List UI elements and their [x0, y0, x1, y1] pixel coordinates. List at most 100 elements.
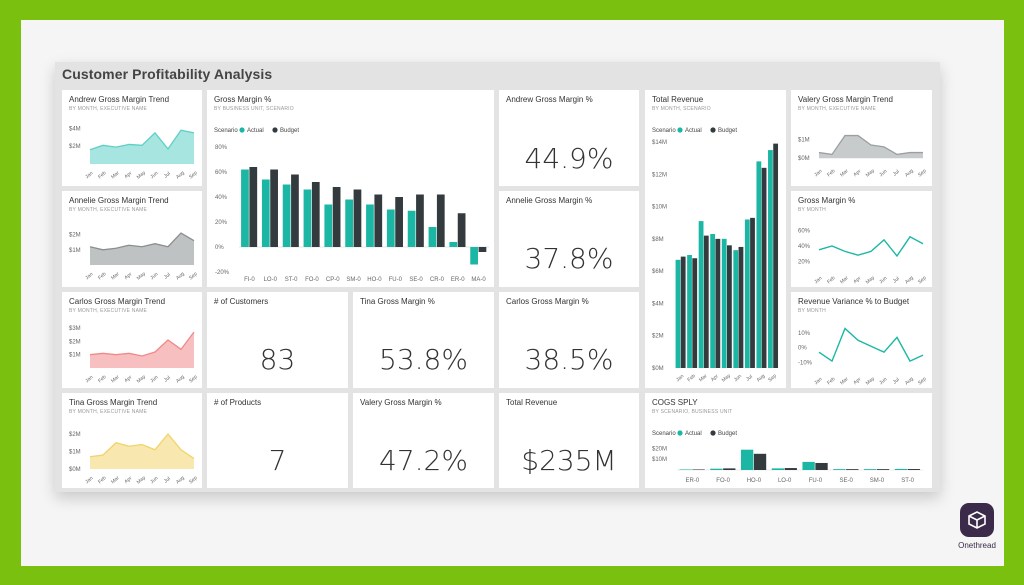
bar-actual — [771, 468, 785, 470]
tile-annelie-gross-margin-trend[interactable]: Annelie Gross Margin Trend BY MONTH, EXE… — [62, 191, 202, 287]
legend-label-actual: Actual — [247, 128, 264, 134]
tile-valery-gross-margin-trend[interactable]: Valery Gross Margin Trend BY MONTH, EXEC… — [791, 90, 932, 186]
legend-swatch-budget — [710, 430, 716, 436]
series-area — [819, 135, 923, 159]
bar-actual — [768, 150, 773, 368]
bar-actual — [675, 259, 681, 368]
x-tick-label: SM-0 — [870, 478, 885, 484]
x-tick-label: Jan — [813, 376, 823, 386]
bar-budget — [436, 194, 445, 247]
x-tick-label: May — [721, 373, 732, 384]
card-total-revenue[interactable]: Total Revenue $235M — [499, 393, 639, 488]
bar-budget — [784, 468, 797, 470]
bar-actual — [833, 469, 846, 470]
line-chart: 10% 0% -10% Jan Feb Mar Apr May Jun Jul Aug Sep — [798, 327, 928, 387]
tile-title: Revenue Variance % to Budget — [798, 297, 910, 306]
x-tick-label: Sep — [767, 373, 778, 383]
bar-budget — [249, 167, 258, 247]
card-number-of-products[interactable]: # of Products 7 — [207, 393, 348, 488]
tile-andrew-gross-margin-trend[interactable]: Andrew Gross Margin Trend BY MONTH, EXEC… — [62, 90, 202, 186]
card-andrew-gross-margin[interactable]: Andrew Gross Margin % 44.9% — [499, 90, 639, 186]
x-tick-label: Mar — [839, 168, 850, 178]
bar-chart: Scenario Actual Budget $14M $12M $10M $8M $6M $4… — [652, 127, 778, 384]
y-tick-label: $6M — [652, 269, 664, 275]
dashboard-title: Customer Profitability Analysis — [62, 66, 273, 82]
x-tick-label: Sep — [917, 275, 928, 285]
y-tick-label: $12M — [652, 172, 667, 178]
x-tick-label: Jun — [149, 271, 159, 281]
tile-cogs-sply[interactable]: COGS SPLY BY SCENARIO, BUSINESS UNIT Sce… — [645, 393, 932, 488]
bar-actual — [721, 238, 727, 368]
y-tick-label: -10% — [798, 361, 813, 367]
series-line — [89, 232, 195, 251]
x-tick-label: Jun — [878, 376, 888, 386]
bar-budget — [332, 187, 341, 247]
line-chart: 60% 40% 20% Jan Feb Mar Apr May Jun Jul Aug Sep — [798, 229, 928, 286]
x-tick-label: Apr — [123, 170, 133, 180]
bar-budget — [692, 469, 705, 470]
x-tick-label: Aug — [904, 275, 915, 285]
tile-title: Gross Margin % — [798, 196, 856, 205]
x-tick-label: Sep — [917, 376, 928, 386]
bar-budget — [761, 167, 767, 368]
card-title: Annelie Gross Margin % — [506, 196, 593, 205]
tile-revenue-variance-to-budget[interactable]: Revenue Variance % to Budget BY MONTH 10… — [791, 292, 932, 388]
x-tick-label: Aug — [175, 271, 186, 281]
x-tick-label: Jul — [892, 276, 901, 285]
bar-budget — [815, 462, 828, 470]
x-tick-label: May — [136, 374, 147, 385]
x-tick-label: Jan — [813, 275, 823, 285]
y-tick-label: 60% — [798, 229, 811, 235]
card-title: Valery Gross Margin % — [360, 398, 442, 407]
card-tina-gross-margin[interactable]: Tina Gross Margin % 53.8% — [353, 292, 494, 388]
x-tick-label: Apr — [123, 271, 133, 281]
x-tick-label: ST-0 — [285, 277, 298, 283]
tile-gross-margin-by-business-unit[interactable]: Gross Margin % BY BUSINESS UNIT, SCENARI… — [207, 90, 494, 287]
x-tick-label: Jul — [892, 377, 901, 386]
x-tick-label: Jan — [84, 170, 94, 180]
x-tick-label: May — [136, 271, 147, 282]
x-tick-label: Feb — [826, 275, 837, 285]
bar-actual — [261, 179, 270, 247]
card-value: 83 — [259, 343, 296, 376]
brand-name: Onethread — [958, 541, 996, 550]
bar-actual — [324, 204, 333, 247]
x-tick-label: Feb — [826, 168, 837, 178]
tile-gross-margin-by-month[interactable]: Gross Margin % BY MONTH 60% 40% 20% Jan Feb M… — [791, 191, 932, 287]
x-tick-label: Jan — [813, 168, 823, 178]
tile-subtitle: BY MONTH, EXECUTIVE NAME — [798, 106, 877, 112]
card-valery-gross-margin[interactable]: Valery Gross Margin % 47.2% — [353, 393, 494, 488]
x-tick-label: CR-0 — [430, 277, 445, 283]
bar-budget — [270, 169, 278, 247]
card-title: # of Customers — [214, 297, 269, 306]
bar-actual — [428, 227, 437, 247]
x-tick-label: SE-0 — [839, 478, 853, 484]
bar-actual — [407, 210, 416, 247]
x-tick-label: Mar — [110, 271, 121, 281]
area-chart: $4M $2M Jan Feb Mar Apr May Jun Jul Aug Sep — [69, 126, 199, 180]
x-tick-label: ST-0 — [901, 478, 914, 484]
card-annelie-gross-margin[interactable]: Annelie Gross Margin % 37.8% — [499, 191, 639, 287]
x-tick-label: Aug — [904, 376, 915, 386]
x-tick-label: Aug — [756, 373, 767, 383]
legend-swatch-budget — [710, 127, 716, 133]
y-tick-label: 40% — [215, 195, 228, 201]
tile-tina-gross-margin-trend[interactable]: Tina Gross Margin Trend BY MONTH, EXECUT… — [62, 393, 202, 488]
tile-carlos-gross-margin-trend[interactable]: Carlos Gross Margin Trend BY MONTH, EXEC… — [62, 292, 202, 388]
bar-chart: Scenario Actual Budget $20M $10M ER-0 FO-0 HO-0… — [652, 430, 923, 484]
x-tick-label: Jul — [163, 375, 172, 384]
x-tick-label: May — [136, 475, 147, 486]
card-carlos-gross-margin[interactable]: Carlos Gross Margin % 38.5% — [499, 292, 639, 388]
x-tick-label: Jul — [163, 476, 172, 485]
tile-total-revenue-by-month[interactable]: Total Revenue BY MONTH, SCENARIO Scenari… — [645, 90, 786, 388]
x-tick-label: Jan — [84, 271, 94, 281]
area-chart: $2M $1M Jan Feb Mar Apr May Jun Jul Aug Sep — [69, 232, 199, 282]
card-number-of-customers[interactable]: # of Customers 83 — [207, 292, 348, 388]
tile-title: Andrew Gross Margin Trend — [69, 95, 170, 104]
x-tick-label: SM-0 — [346, 277, 361, 283]
bar-actual — [241, 169, 249, 247]
y-tick-label: $0M — [652, 366, 664, 372]
bar-budget — [750, 217, 755, 368]
bar-budget — [395, 197, 403, 247]
x-tick-label: May — [865, 275, 876, 286]
